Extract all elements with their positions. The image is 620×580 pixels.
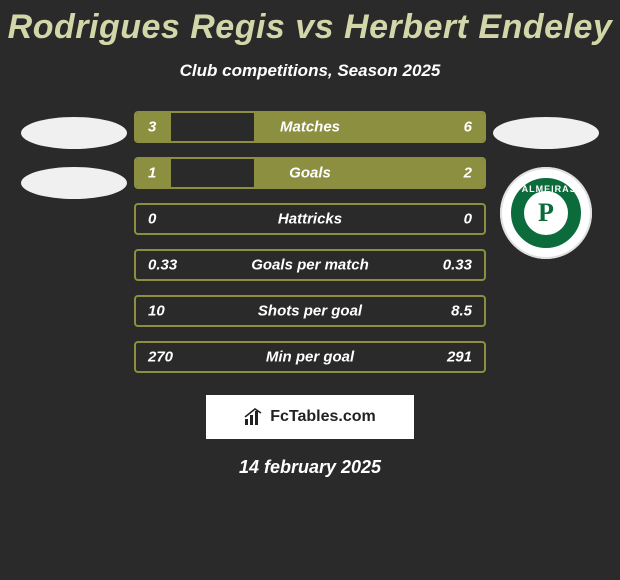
stat-bar: 1 2 Goals (134, 157, 486, 189)
stat-label: Hattricks (278, 211, 342, 228)
stat-value-left: 0 (148, 211, 156, 228)
stat-value-right: 291 (447, 349, 472, 366)
left-flag-oval-1 (21, 117, 127, 149)
stat-bars: 3 6 Matches 1 2 Goals 0 0 Hattricks 0.33 0.33 Goals… (134, 111, 486, 373)
stat-value-left: 10 (148, 303, 165, 320)
stat-value-right: 0.33 (443, 257, 472, 274)
stat-label: Min per goal (266, 349, 354, 366)
branding-label: FcTables.com (270, 408, 376, 426)
stat-label: Shots per goal (258, 303, 362, 320)
right-flag-oval-1 (493, 117, 599, 149)
right-side-column: PALMEIRAS P (486, 111, 606, 259)
stat-label: Matches (280, 119, 340, 136)
branding-chart-icon (244, 407, 264, 427)
stat-bar: 0 0 Hattricks (134, 203, 486, 235)
stat-label: Goals (289, 165, 331, 182)
page-title: Rodrigues Regis vs Herbert Endeley (0, 0, 620, 47)
comparison-content: 3 6 Matches 1 2 Goals 0 0 Hattricks 0.33 0.33 Goals… (0, 111, 620, 373)
stat-value-right: 6 (464, 119, 472, 136)
page-subtitle: Club competitions, Season 2025 (0, 61, 620, 81)
stat-label: Goals per match (251, 257, 369, 274)
stat-value-left: 270 (148, 349, 173, 366)
stat-value-right: 2 (464, 165, 472, 182)
stat-value-right: 0 (464, 211, 472, 228)
stat-bar: 3 6 Matches (134, 111, 486, 143)
stat-value-right: 8.5 (451, 303, 472, 320)
club-badge-inner: PALMEIRAS P (508, 175, 584, 251)
footer-date: 14 february 2025 (0, 457, 620, 478)
left-flag-oval-2 (21, 167, 127, 199)
stat-value-left: 3 (148, 119, 156, 136)
club-badge-letter: P (524, 191, 568, 235)
stat-bar: 270 291 Min per goal (134, 341, 486, 373)
stat-bar: 0.33 0.33 Goals per match (134, 249, 486, 281)
stat-value-left: 1 (148, 165, 156, 182)
left-side-column (14, 111, 134, 199)
stat-value-left: 0.33 (148, 257, 177, 274)
stat-bar: 10 8.5 Shots per goal (134, 295, 486, 327)
club-badge: PALMEIRAS P (500, 167, 592, 259)
branding-box: FcTables.com (206, 395, 414, 439)
